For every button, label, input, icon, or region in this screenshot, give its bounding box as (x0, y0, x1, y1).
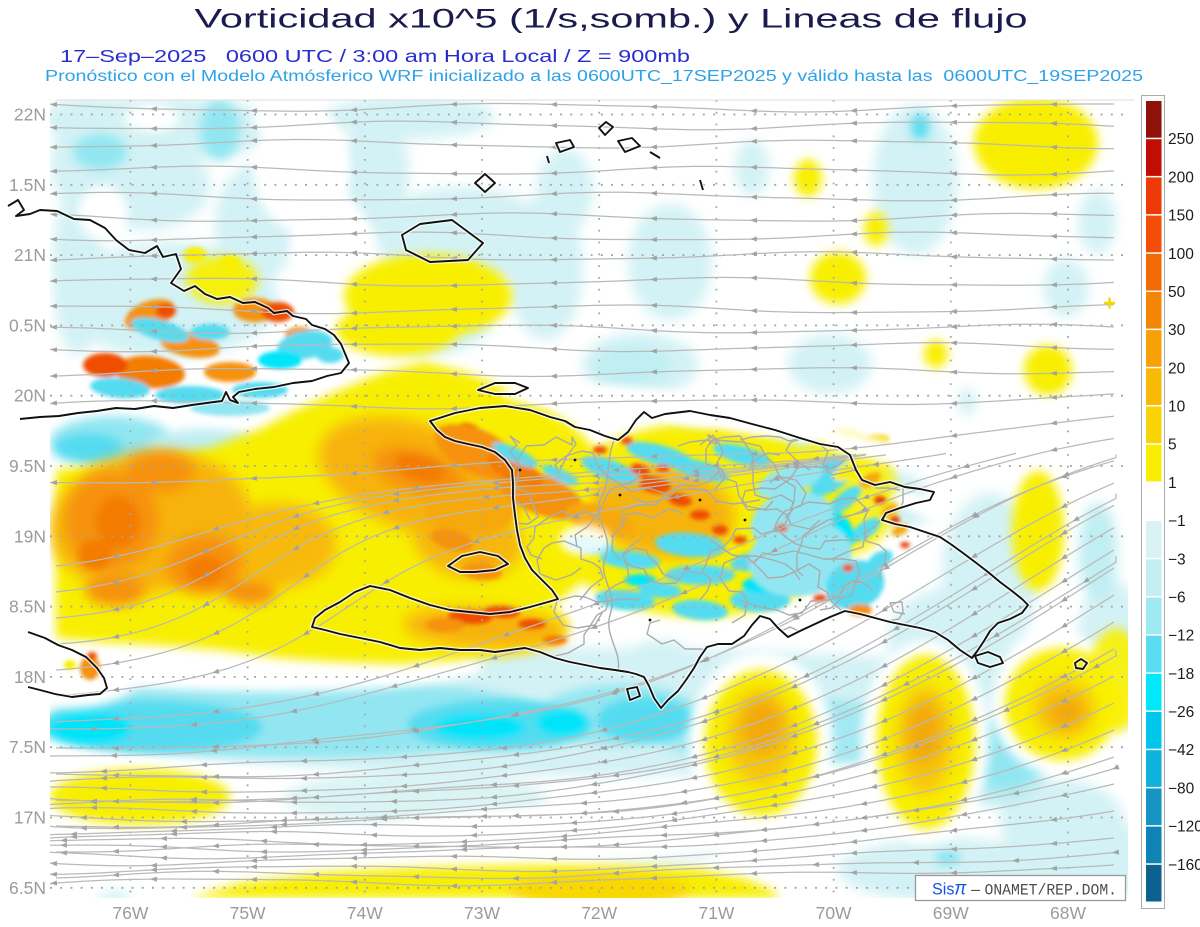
svg-text:−42: −42 (1168, 742, 1194, 759)
svg-text:70W: 70W (816, 903, 852, 923)
svg-text:−1: −1 (1168, 513, 1186, 530)
svg-text:200: 200 (1168, 169, 1194, 186)
svg-text:−160: −160 (1168, 857, 1200, 874)
svg-text:18N: 18N (14, 667, 46, 687)
svg-text:−3: −3 (1168, 551, 1186, 568)
svg-text:Pronóstico con el Modelo Atmós: Pronóstico con el Modelo Atmósferico WRF… (45, 68, 1143, 85)
svg-text:−80: −80 (1168, 780, 1195, 797)
svg-text:22N: 22N (14, 105, 46, 125)
svg-text:1: 1 (1168, 475, 1177, 492)
svg-text:8.5N: 8.5N (9, 597, 46, 617)
svg-text:17N: 17N (14, 808, 46, 828)
svg-text:−6: −6 (1168, 590, 1186, 607)
svg-text:73W: 73W (464, 903, 500, 923)
svg-text:68W: 68W (1050, 903, 1086, 923)
svg-text:69W: 69W (933, 903, 969, 923)
svg-text:Vorticidad x10^5 (1/s,somb.) y: Vorticidad x10^5 (1/s,somb.) y Lineas de… (195, 4, 1028, 34)
svg-text:6.5N: 6.5N (9, 878, 46, 898)
svg-text:10: 10 (1168, 399, 1186, 416)
svg-text:7.5N: 7.5N (9, 737, 46, 757)
svg-text:20N: 20N (14, 386, 46, 406)
svg-text:71W: 71W (698, 903, 734, 923)
svg-text:74W: 74W (347, 903, 383, 923)
svg-text:17–Sep–2025 0600 UTC / 3:00: 17–Sep–2025 0600 UTC / 3:00 am Hora Loca… (60, 46, 690, 66)
svg-text:72W: 72W (581, 903, 617, 923)
svg-text:250: 250 (1168, 131, 1194, 148)
svg-text:−18: −18 (1168, 666, 1194, 683)
svg-text:21N: 21N (14, 245, 46, 265)
svg-text:5: 5 (1168, 437, 1177, 454)
svg-text:Sisπ – ONAMET/REP.DOM.: Sisπ – ONAMET/REP.DOM. (932, 879, 1117, 900)
svg-text:100: 100 (1168, 246, 1194, 263)
svg-text:20: 20 (1168, 360, 1186, 377)
svg-text:1.5N: 1.5N (9, 175, 46, 195)
svg-text:75W: 75W (230, 903, 266, 923)
svg-text:0.5N: 0.5N (9, 315, 46, 335)
svg-text:150: 150 (1168, 208, 1194, 225)
svg-text:9.5N: 9.5N (9, 456, 46, 476)
svg-text:19N: 19N (14, 526, 46, 546)
svg-text:−26: −26 (1168, 704, 1194, 721)
svg-text:−12: −12 (1168, 628, 1194, 645)
svg-text:50: 50 (1168, 284, 1186, 301)
svg-text:−120: −120 (1168, 819, 1200, 836)
svg-text:30: 30 (1168, 322, 1186, 339)
svg-text:76W: 76W (112, 903, 148, 923)
